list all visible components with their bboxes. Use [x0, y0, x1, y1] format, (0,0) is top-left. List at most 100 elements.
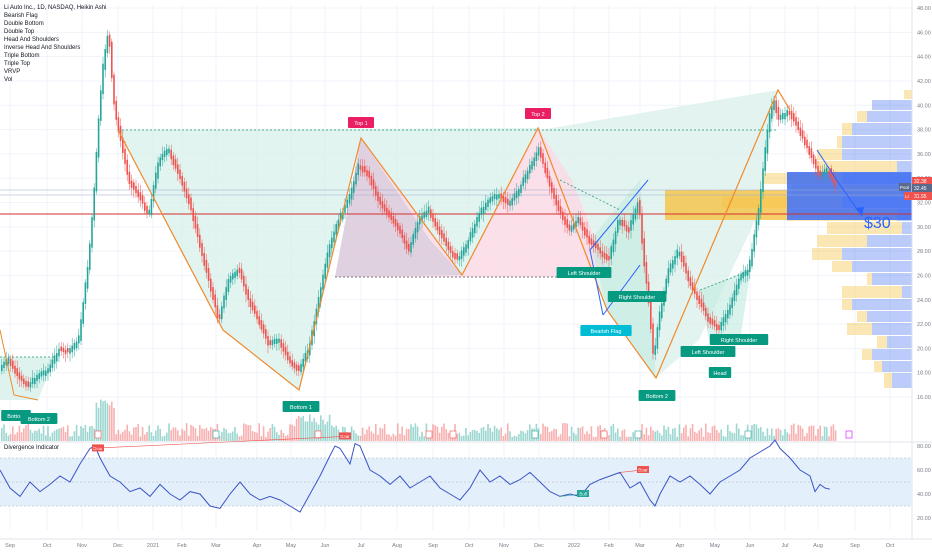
candle: [520, 184, 522, 194]
time-axis-label: Aug: [813, 543, 823, 549]
legend-item[interactable]: Bearish Flag: [4, 13, 38, 19]
pattern-label-text: Left Shoulder: [568, 271, 601, 277]
legend-item[interactable]: Head And Shoulders: [4, 37, 60, 43]
legend-item[interactable]: Inverse Head And Shoulders: [4, 45, 81, 51]
legend-item[interactable]: Double Top: [4, 29, 35, 35]
candle: [269, 340, 271, 345]
candle: [304, 352, 307, 362]
price-badge: [912, 184, 932, 192]
volume-profile-bar: [857, 311, 867, 322]
price-badge-text: 32.45: [914, 186, 927, 192]
volume-bar: [751, 425, 753, 441]
candle: [768, 113, 771, 133]
candle: [595, 241, 597, 249]
volume-bar: [493, 425, 496, 441]
chart-title: Li Auto Inc., 1D, NASDAQ, Heikin Ashi: [4, 5, 107, 11]
legend-item[interactable]: Triple Bottom: [4, 53, 40, 59]
volume-bar: [150, 432, 153, 441]
volume-bar: [832, 424, 835, 441]
volume-bar: [423, 436, 425, 441]
volume-profile-bar: [852, 299, 912, 310]
volume-profile-bar: [852, 123, 912, 135]
candle: [260, 320, 263, 330]
legend-item[interactable]: VRVP: [4, 69, 21, 75]
candle: [447, 241, 450, 251]
volume-bar: [7, 435, 10, 441]
price-badge: [912, 192, 932, 200]
time-axis-label: 2022: [568, 543, 580, 549]
volume-profile-bar: [902, 286, 912, 298]
event-marker: [845, 430, 853, 439]
volume-bar: [405, 428, 408, 441]
candle: [698, 295, 700, 304]
volume-profile-bar: [877, 336, 887, 348]
candle: [34, 377, 36, 385]
volume-bar: [511, 436, 513, 441]
time-axis-label: Sep: [5, 543, 15, 549]
candle: [390, 212, 392, 220]
price-axis-label: 16.00: [917, 395, 931, 401]
candle: [584, 227, 586, 236]
candle: [111, 41, 113, 79]
volume-bar: [172, 427, 175, 441]
volume-bar: [480, 428, 483, 441]
volume-bar: [97, 407, 100, 441]
volume-bar: [476, 430, 478, 441]
candle: [196, 224, 199, 237]
legend-item[interactable]: Triple Top: [4, 61, 31, 67]
candle: [689, 277, 692, 287]
volume-bar: [577, 427, 579, 441]
volume-bar: [568, 436, 571, 441]
time-axis-label: Jun: [746, 543, 755, 549]
price-axis-label: 24.00: [917, 298, 931, 304]
time-axis-label: Feb: [177, 543, 186, 549]
volume-bar: [89, 426, 91, 441]
candle: [799, 127, 802, 136]
candle: [658, 311, 661, 331]
volume-bar: [771, 428, 773, 441]
candle: [733, 290, 736, 302]
candle: [67, 347, 69, 353]
volume-bar: [392, 433, 395, 441]
candle: [405, 240, 408, 250]
volume-bar: [221, 431, 223, 441]
candle: [179, 169, 181, 180]
volume-bar: [95, 402, 98, 441]
candle: [108, 34, 111, 47]
volume-bar: [278, 434, 280, 441]
volume-bar: [192, 426, 194, 441]
volume-bar: [445, 429, 447, 441]
candle: [71, 345, 73, 353]
pattern-label: [525, 108, 551, 119]
volume-bar: [353, 430, 355, 441]
candle: [782, 112, 784, 120]
value-area-poc: [787, 172, 912, 220]
candle: [18, 372, 21, 380]
volume-bar: [157, 425, 159, 441]
volume-profile-bar: [887, 336, 912, 348]
volume-bar: [612, 423, 615, 441]
volume-bar: [133, 427, 135, 441]
price-axis-label: 36.00: [917, 152, 931, 158]
volume-bar: [617, 428, 619, 441]
volume-bar: [588, 433, 590, 441]
volume-bar: [821, 436, 824, 441]
candle: [707, 313, 709, 322]
legend-item[interactable]: Vol: [4, 77, 13, 83]
volume-bar: [108, 405, 111, 441]
volume-bar: [122, 431, 124, 441]
candle: [265, 329, 267, 339]
volume-bar: [575, 434, 577, 441]
volume-bar: [168, 423, 170, 441]
candle: [430, 209, 432, 218]
legend-item[interactable]: Double Bottom: [4, 21, 44, 27]
candle: [379, 196, 381, 205]
candle: [42, 370, 45, 376]
volume-bar: [166, 432, 168, 441]
candle: [419, 216, 421, 225]
candle: [181, 176, 183, 186]
candle: [601, 250, 604, 258]
candle: [416, 221, 419, 233]
